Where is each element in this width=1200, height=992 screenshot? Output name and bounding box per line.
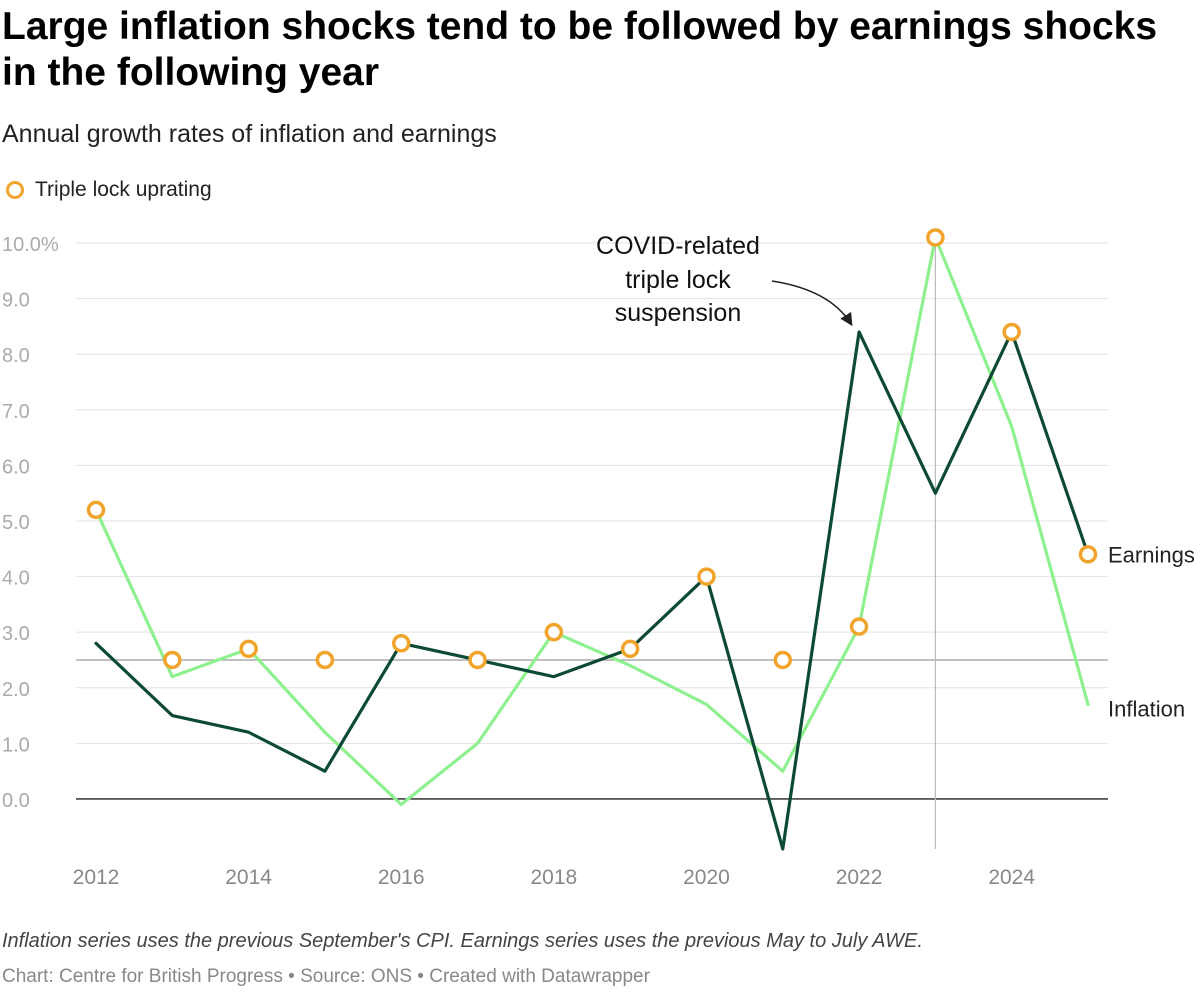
x-tick-label: 2024	[988, 866, 1035, 889]
triple-lock-point	[544, 622, 564, 642]
triple-lock-point	[1078, 545, 1098, 564]
triple-lock-point	[620, 639, 640, 659]
chart-note: Inflation series uses the previous Septe…	[2, 930, 923, 952]
y-tick-label: 6.0	[2, 456, 30, 478]
series-label-inflation: Inflation	[1108, 696, 1185, 721]
triple-lock-point	[163, 650, 182, 670]
annotation-arrow	[771, 280, 853, 327]
legend: Triple lock uprating	[6, 178, 212, 202]
x-tick-label: 2020	[683, 866, 730, 889]
y-tick-label: 2.0	[2, 679, 30, 701]
y-tick-label: 9.0	[2, 290, 30, 312]
y-tick-label: 8.0	[2, 345, 30, 367]
y-tick-label: 1.0	[2, 734, 30, 756]
chart-footer: Chart: Centre for British Progress • Sou…	[2, 966, 650, 987]
legend-circle-icon	[6, 181, 24, 199]
y-tick-label: 3.0	[2, 623, 30, 645]
chart-title: Large inflation shocks tend to be follow…	[2, 5, 1158, 94]
triple-lock-point	[391, 634, 411, 653]
triple-lock-point	[315, 650, 335, 670]
x-tick-label: 2012	[73, 866, 120, 889]
triple-lock-point	[1002, 322, 1021, 342]
annotation-text-line: triple lock	[625, 266, 731, 294]
x-tick-label: 2018	[530, 866, 577, 889]
legend-label: Triple lock uprating	[35, 178, 212, 201]
triple-lock-point	[468, 650, 487, 670]
triple-lock-point	[86, 500, 106, 520]
annotation-text-line: COVID-related	[596, 232, 760, 260]
y-tick-label: 5.0	[2, 512, 30, 534]
x-tick-label: 2022	[836, 866, 883, 889]
triple-lock-point	[773, 650, 793, 670]
chart-subtitle: Annual growth rates of inflation and ear…	[2, 120, 497, 148]
series-line-earnings	[94, 330, 1090, 851]
series-line-inflation	[94, 235, 1090, 807]
triple-lock-point	[849, 617, 869, 636]
triple-lock-point	[926, 228, 945, 247]
y-tick-label: 7.0	[2, 401, 30, 423]
annotation-text-line: suspension	[615, 299, 741, 327]
x-tick-label: 2014	[225, 866, 272, 889]
y-tick-label: 4.0	[2, 568, 30, 590]
triple-lock-point	[239, 639, 258, 659]
series-label-earnings: Earnings	[1108, 542, 1195, 567]
y-tick-label: 0.0	[2, 790, 30, 812]
x-tick-label: 2016	[378, 866, 425, 889]
triple-lock-point	[697, 567, 716, 586]
y-tick-label: 10.0%	[2, 234, 59, 256]
